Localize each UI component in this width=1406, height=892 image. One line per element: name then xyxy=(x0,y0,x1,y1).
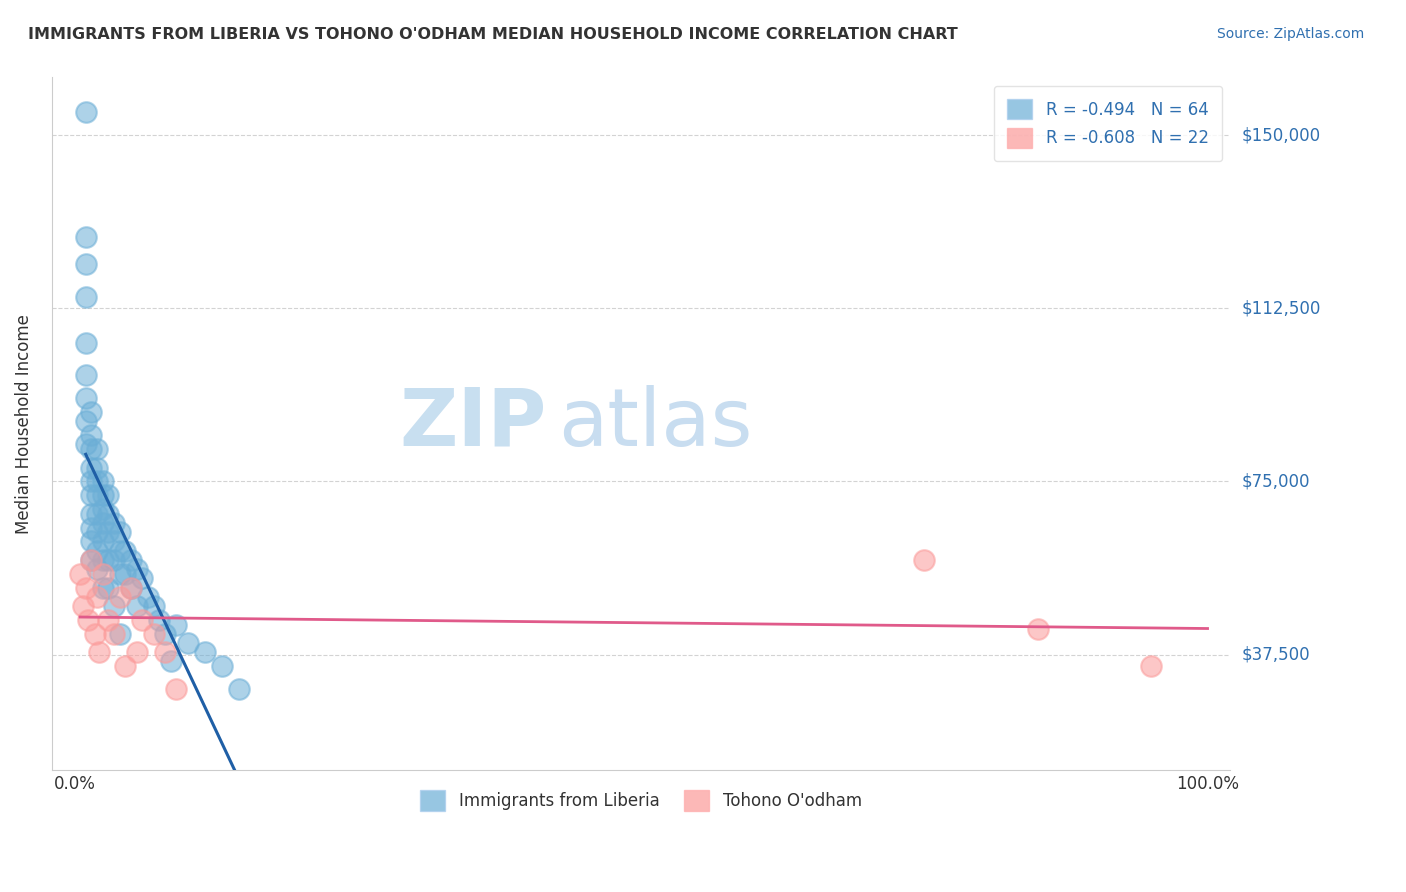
Point xyxy=(80,405,103,419)
Point xyxy=(91,488,114,502)
Point xyxy=(77,613,100,627)
Point xyxy=(75,229,97,244)
Point xyxy=(103,599,125,613)
Point xyxy=(120,553,142,567)
Point xyxy=(80,428,103,442)
Point xyxy=(114,543,136,558)
Text: $112,500: $112,500 xyxy=(1241,300,1320,318)
Point xyxy=(86,442,108,456)
Point xyxy=(120,581,142,595)
Point xyxy=(211,659,233,673)
Point xyxy=(153,645,176,659)
Point xyxy=(120,581,142,595)
Point xyxy=(103,627,125,641)
Point xyxy=(142,627,165,641)
Point xyxy=(75,335,97,350)
Point xyxy=(91,566,114,581)
Point xyxy=(86,460,108,475)
Point xyxy=(97,613,120,627)
Point xyxy=(75,392,97,406)
Text: Source: ZipAtlas.com: Source: ZipAtlas.com xyxy=(1216,27,1364,41)
Point xyxy=(159,655,181,669)
Point xyxy=(75,581,97,595)
Point xyxy=(83,627,105,641)
Point xyxy=(114,659,136,673)
Point xyxy=(912,553,935,567)
Point xyxy=(80,475,103,489)
Point xyxy=(86,507,108,521)
Point xyxy=(91,534,114,549)
Point xyxy=(194,645,217,659)
Point xyxy=(72,599,94,613)
Point xyxy=(131,613,153,627)
Point xyxy=(97,507,120,521)
Point xyxy=(114,566,136,581)
Point xyxy=(86,562,108,576)
Point xyxy=(177,636,200,650)
Text: $150,000: $150,000 xyxy=(1241,126,1320,145)
Point xyxy=(165,617,187,632)
Legend: Immigrants from Liberia, Tohono O'odham: Immigrants from Liberia, Tohono O'odham xyxy=(406,777,875,824)
Point xyxy=(75,257,97,271)
Point xyxy=(80,553,103,567)
Point xyxy=(1140,659,1163,673)
Point xyxy=(86,488,108,502)
Point xyxy=(86,475,108,489)
Point xyxy=(97,581,120,595)
Point xyxy=(108,627,131,641)
Point xyxy=(80,553,103,567)
Text: atlas: atlas xyxy=(558,384,752,463)
Point xyxy=(86,590,108,604)
Point xyxy=(80,534,103,549)
Point xyxy=(108,525,131,540)
Point xyxy=(103,534,125,549)
Point xyxy=(108,590,131,604)
Point xyxy=(148,613,170,627)
Text: $75,000: $75,000 xyxy=(1241,473,1310,491)
Point xyxy=(89,645,111,659)
Point xyxy=(91,502,114,516)
Point xyxy=(125,645,148,659)
Point xyxy=(75,437,97,451)
Point xyxy=(80,488,103,502)
Point xyxy=(165,682,187,697)
Point xyxy=(86,543,108,558)
Point xyxy=(153,627,176,641)
Point xyxy=(103,516,125,530)
Text: $37,500: $37,500 xyxy=(1241,646,1310,664)
Point xyxy=(125,562,148,576)
Point xyxy=(91,516,114,530)
Point xyxy=(125,599,148,613)
Point xyxy=(75,368,97,383)
Point xyxy=(228,682,250,697)
Point xyxy=(108,566,131,581)
Point xyxy=(97,553,120,567)
Point xyxy=(108,543,131,558)
Point xyxy=(80,442,103,456)
Point xyxy=(97,525,120,540)
Text: IMMIGRANTS FROM LIBERIA VS TOHONO O'ODHAM MEDIAN HOUSEHOLD INCOME CORRELATION CH: IMMIGRANTS FROM LIBERIA VS TOHONO O'ODHA… xyxy=(28,27,957,42)
Point xyxy=(86,525,108,540)
Point xyxy=(1026,622,1049,636)
Y-axis label: Median Household Income: Median Household Income xyxy=(15,314,32,533)
Point xyxy=(80,520,103,534)
Point xyxy=(75,414,97,428)
Point xyxy=(131,571,153,585)
Point xyxy=(142,599,165,613)
Point xyxy=(91,581,114,595)
Point xyxy=(75,105,97,120)
Point xyxy=(136,590,159,604)
Point xyxy=(97,488,120,502)
Text: ZIP: ZIP xyxy=(399,384,547,463)
Point xyxy=(80,507,103,521)
Point xyxy=(91,475,114,489)
Point xyxy=(91,553,114,567)
Point xyxy=(103,553,125,567)
Point xyxy=(69,566,91,581)
Point xyxy=(75,290,97,304)
Point xyxy=(80,460,103,475)
